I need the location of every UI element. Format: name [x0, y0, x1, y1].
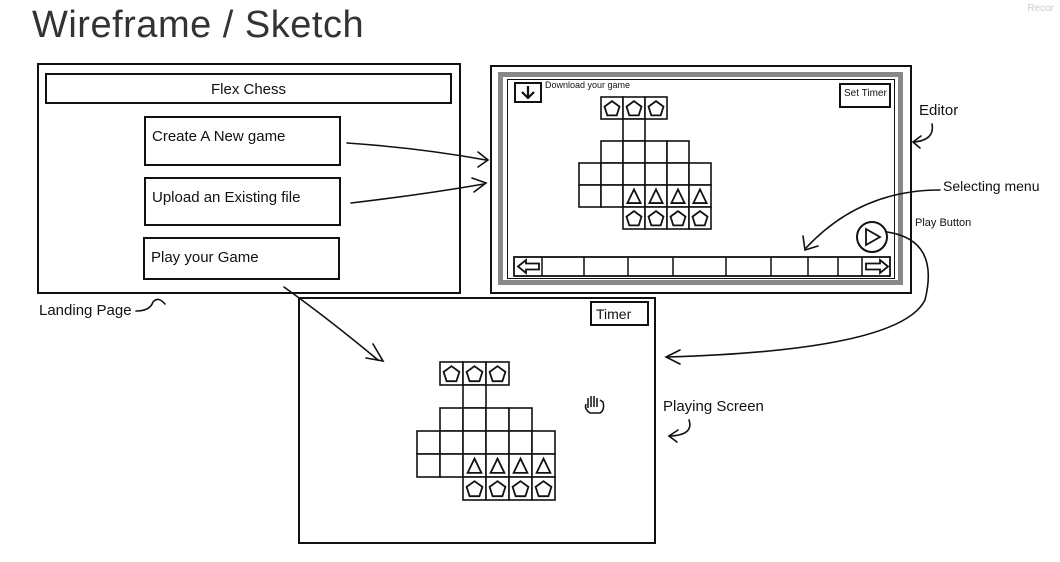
playing-board-cell: [439, 407, 464, 432]
editor-board-cell: [600, 140, 624, 164]
pentagon-icon: [442, 365, 461, 383]
pentagon-icon: [691, 209, 709, 227]
triangle-icon: [625, 187, 643, 204]
playing-board-cell: [462, 407, 487, 432]
editor-board-cell: [666, 140, 690, 164]
left-arrow-icon: [516, 258, 540, 275]
set-timer-label: Set Timer: [844, 88, 887, 99]
playing-board-cell: [508, 407, 533, 432]
arrow-head: [911, 135, 922, 149]
play-your-game-label: Play your Game: [151, 249, 259, 266]
pentagon-icon: [534, 480, 553, 498]
editor-board-cell: [578, 184, 602, 208]
playing-board-cell: [508, 430, 533, 455]
arrow-head: [667, 429, 679, 443]
landing-header-label: Flex Chess: [210, 81, 287, 98]
play-your-game-button[interactable]: Play your Game: [143, 237, 340, 280]
editor-board-cell: [578, 162, 602, 186]
pentagon-icon: [465, 365, 484, 383]
triangle-icon: [691, 187, 709, 204]
playing-board-cell: [439, 430, 464, 455]
download-label: Download your game: [545, 80, 631, 90]
pentagon-icon: [669, 209, 687, 227]
arrow-upload-to-editor: [350, 183, 485, 204]
triangle-icon: [466, 456, 483, 474]
pentagon-icon: [625, 99, 643, 117]
arrow-head: [664, 349, 681, 365]
arrow-editor-caption: [913, 123, 934, 143]
timer-label: Timer: [596, 306, 632, 322]
pentagon-icon: [488, 365, 507, 383]
pentagon-icon: [647, 209, 665, 227]
pentagon-icon: [488, 480, 507, 498]
editor-board-cell: [622, 118, 646, 142]
arrow-head: [477, 151, 490, 168]
playing-board-cell: [531, 430, 556, 455]
timer-display: Timer: [590, 301, 649, 326]
corner-text: Recor: [1027, 3, 1054, 14]
arrow-head: [365, 343, 385, 363]
down-arrow-icon: [521, 86, 535, 100]
pentagon-icon: [625, 209, 643, 227]
triangle-icon: [669, 187, 687, 204]
playing-board-cell: [416, 453, 441, 478]
editor-board-cell: [600, 184, 624, 208]
playing-board-cell: [416, 430, 441, 455]
arrow-playing-caption: [669, 419, 691, 437]
selecting-menu-bar: [513, 256, 891, 277]
page-title: Wireframe / Sketch: [32, 4, 365, 46]
playing-board-cell: [485, 430, 510, 455]
download-button[interactable]: [514, 82, 542, 103]
playing-board-cell: [462, 384, 487, 409]
pentagon-icon: [603, 99, 621, 117]
landing-header: Flex Chess: [45, 73, 452, 104]
create-new-game-label: Create A New game: [152, 128, 286, 145]
arrow-play-to-playing: [283, 286, 379, 361]
play-icon: [865, 227, 882, 247]
triangle-icon: [535, 456, 552, 474]
editor-caption: Editor: [919, 102, 959, 119]
editor-board-cell: [622, 162, 646, 186]
playing-board-cell: [485, 407, 510, 432]
triangle-icon: [489, 456, 506, 474]
editor-board-cell: [622, 140, 646, 164]
arrow-landing-caption: [135, 298, 166, 312]
pentagon-icon: [465, 480, 484, 498]
hand-cursor-icon: [584, 396, 605, 414]
landing-page-caption: Landing Page: [39, 302, 132, 319]
editor-board-cell: [644, 162, 668, 186]
editor-board-cell: [688, 162, 712, 186]
pentagon-icon: [511, 480, 530, 498]
arrow-create-to-editor: [346, 142, 487, 161]
editor-board-cell: [644, 140, 668, 164]
editor-inner-frame: [498, 72, 903, 285]
upload-existing-file-button[interactable]: Upload an Existing file: [144, 177, 341, 226]
right-arrow-icon: [865, 258, 890, 275]
editor-board-cell: [600, 162, 624, 186]
playing-screen-caption: Playing Screen: [663, 398, 764, 415]
selecting-menu-caption: Selecting menu: [943, 178, 1040, 194]
play-button: [856, 221, 888, 253]
set-timer-button[interactable]: Set Timer: [839, 83, 891, 108]
upload-existing-file-label: Upload an Existing file: [152, 189, 301, 206]
editor-board-cell: [666, 162, 690, 186]
playing-board-cell: [439, 453, 464, 478]
arrow-selecting-menu: [805, 189, 941, 249]
playing-board-cell: [462, 430, 487, 455]
arrow-head: [471, 177, 488, 193]
triangle-icon: [647, 187, 665, 204]
play-button-caption: Play Button: [915, 217, 972, 229]
create-new-game-button[interactable]: Create A New game: [144, 116, 341, 166]
triangle-icon: [512, 456, 529, 474]
arrow-head: [802, 235, 819, 252]
arrow-play-button-to-playing: [667, 231, 930, 358]
pentagon-icon: [647, 99, 665, 117]
